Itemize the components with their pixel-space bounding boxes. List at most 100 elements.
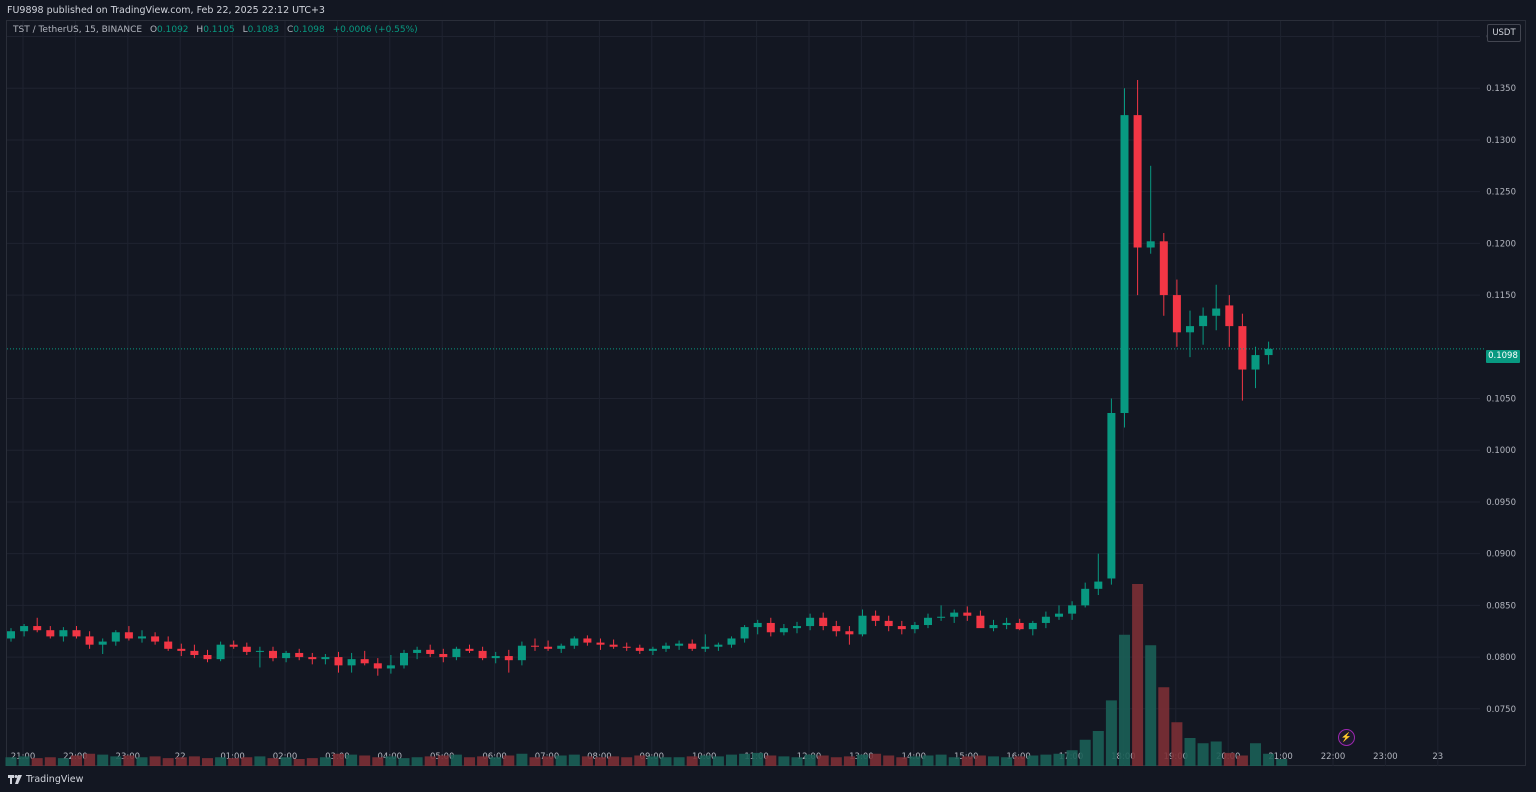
candle-body — [7, 631, 15, 639]
candle-body — [583, 638, 592, 643]
volume-bar — [503, 755, 515, 766]
symbol-name[interactable]: TST / TetherUS, 15, BINANCE — [13, 25, 143, 35]
volume-bar — [188, 756, 200, 766]
volume-bar — [44, 757, 56, 766]
candle-body — [1094, 581, 1103, 589]
volume-bar — [1014, 756, 1026, 766]
volume-bar — [870, 753, 882, 766]
candle-body — [255, 650, 264, 652]
candle-body — [72, 630, 81, 637]
candle-body — [806, 617, 815, 627]
volume-bar — [843, 756, 855, 766]
volume-bar — [18, 756, 30, 766]
volume-bar — [922, 755, 934, 766]
candle-body — [910, 625, 919, 630]
price-tick-label: 0.0750 — [1486, 705, 1516, 715]
time-tick-label: 08:00 — [587, 752, 612, 762]
volume-bar — [830, 757, 842, 766]
tradingview-logo-icon — [8, 775, 22, 784]
candle-body — [413, 649, 422, 653]
candle-body — [924, 617, 932, 626]
volume-bar — [961, 756, 973, 766]
candle-body — [282, 652, 291, 659]
symbol-legend[interactable]: TST / TetherUS, 15, BINANCE O0.1092 H0.1… — [13, 25, 418, 35]
volume-bar — [765, 755, 777, 766]
volume-bar — [752, 752, 764, 766]
candle-body — [321, 657, 330, 660]
tradingview-branding[interactable]: TradingView — [8, 774, 83, 785]
price-tick-label: 0.1250 — [1486, 188, 1516, 198]
candle-body — [871, 615, 880, 621]
candle-body — [740, 627, 749, 639]
volume-bar — [136, 757, 148, 766]
volume-bar — [581, 756, 593, 766]
candle-body — [1002, 622, 1011, 626]
candle-body — [1199, 315, 1208, 327]
volume-bar — [84, 753, 96, 766]
volume-bar — [595, 757, 606, 766]
volume-bar — [1184, 738, 1196, 766]
current-price-label: 0.1098 — [1486, 350, 1520, 363]
volume-bar — [1066, 750, 1078, 766]
candle-body — [662, 645, 670, 649]
candle-body — [151, 636, 160, 642]
candle-body — [20, 626, 29, 632]
candle-body — [504, 656, 513, 661]
time-tick-label: 23 — [1432, 752, 1443, 762]
volume-bar — [5, 757, 17, 766]
volume-bar — [1145, 645, 1157, 766]
volume-bar — [372, 757, 384, 766]
open-value: 0.1092 — [157, 25, 189, 35]
candle-body — [59, 630, 68, 637]
volume-bar — [988, 756, 999, 766]
volume-bar — [542, 756, 554, 766]
candle-body — [229, 644, 238, 647]
candle-body — [531, 645, 539, 647]
candle-body — [164, 641, 173, 649]
currency-unit-button[interactable]: USDT — [1487, 24, 1521, 42]
volume-bar — [555, 755, 567, 766]
price-tick-label: 0.0900 — [1486, 550, 1516, 560]
volume-bar — [1263, 753, 1275, 766]
candle-body — [1264, 348, 1273, 356]
candle-body — [714, 644, 723, 647]
price-tick-label: 0.1300 — [1486, 136, 1516, 146]
volume-bar — [464, 757, 475, 766]
candle-body — [976, 615, 985, 629]
close-label: C — [286, 25, 294, 35]
candle-body — [491, 656, 500, 659]
lightning-icon[interactable]: ⚡ — [1338, 729, 1355, 746]
candle-body — [766, 622, 775, 633]
candle-body — [845, 631, 854, 635]
bottom-bar — [0, 766, 1536, 792]
volume-bar — [621, 757, 633, 766]
close-value: 0.1098 — [293, 25, 325, 35]
volume-bar — [529, 757, 541, 766]
volume-bar — [149, 756, 161, 766]
candle-body — [1159, 241, 1168, 296]
volume-bar — [254, 756, 266, 766]
volume-bar — [647, 756, 659, 766]
volume-bar — [477, 756, 489, 766]
volume-bar — [57, 758, 69, 766]
volume-bar — [1079, 739, 1091, 766]
candle-body — [779, 628, 788, 633]
candle-body — [400, 652, 408, 666]
candle-body — [557, 645, 566, 649]
time-tick-label: 21:00 — [1268, 752, 1293, 762]
volume-bar — [974, 755, 986, 766]
volume-bar — [306, 758, 318, 766]
candle-body — [177, 648, 186, 651]
volume-bar — [1250, 743, 1261, 766]
volume-bar — [110, 756, 122, 766]
candle-body — [190, 650, 199, 656]
candle-body — [386, 665, 395, 669]
volume-bar — [804, 754, 816, 766]
candle-body — [989, 625, 998, 629]
volume-bar — [1223, 752, 1235, 766]
candle-body — [98, 641, 107, 645]
candle-body — [111, 632, 120, 642]
candle-body — [124, 632, 133, 639]
candle-body — [701, 646, 710, 649]
